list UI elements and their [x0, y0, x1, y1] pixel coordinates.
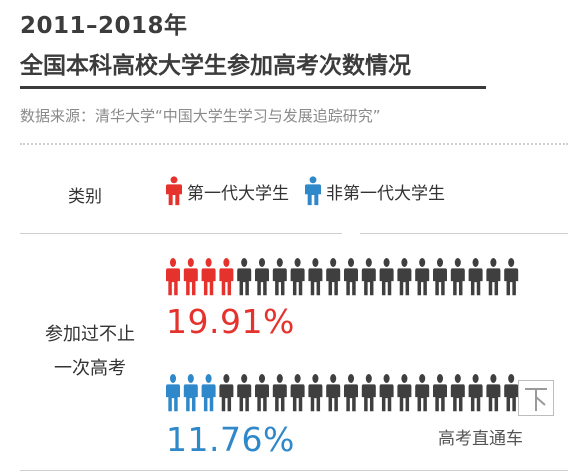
row-label-line2: 一次高考	[54, 358, 126, 379]
person-icon-highlighted	[183, 258, 198, 296]
person-icon-neutral	[308, 374, 323, 412]
person-icon-neutral	[379, 374, 394, 412]
person-icon-neutral	[468, 258, 483, 296]
person-icon-neutral	[290, 374, 305, 412]
person-icon-highlighted	[183, 374, 198, 412]
value-label-non-first-gen: 11.76%	[166, 420, 295, 459]
title-underline	[20, 86, 486, 89]
legend: 第一代大学生 非第一代大学生	[166, 174, 461, 208]
person-icon-neutral	[272, 374, 287, 412]
pictograph-row-non-first-gen	[166, 374, 519, 412]
dotted-divider	[20, 143, 568, 145]
watermark-text: 高考直通车	[438, 429, 523, 449]
person-icon-neutral	[255, 258, 269, 296]
person-icon-neutral	[415, 374, 430, 412]
data-source: 数据来源：清华大学“中国大学生学习与发展追踪研究”	[20, 107, 381, 125]
person-icon-neutral	[344, 258, 358, 296]
divider-right	[360, 233, 568, 234]
person-icon-neutral	[308, 258, 323, 296]
person-icon-neutral	[504, 374, 519, 412]
person-icon-highlighted	[166, 258, 180, 296]
person-icon-neutral	[468, 374, 483, 412]
person-icon-neutral	[433, 374, 447, 412]
person-icon-highlighted	[166, 374, 180, 412]
person-icon-neutral	[361, 258, 376, 296]
person-icon-neutral	[290, 258, 305, 296]
divider-left	[20, 233, 342, 234]
legend-item-first-gen: 第一代大学生	[166, 176, 289, 206]
person-icon-neutral	[450, 374, 465, 412]
row-label: 参加过不止 一次高考	[20, 318, 160, 386]
person-icon-highlighted	[201, 258, 216, 296]
legend-label-first-gen: 第一代大学生	[187, 183, 289, 204]
person-icon-neutral	[326, 258, 341, 296]
legend-label-non-first-gen: 非第一代大学生	[326, 183, 445, 204]
person-icon-neutral	[450, 258, 465, 296]
pictograph-row-first-gen	[166, 258, 519, 296]
chart-title: 全国本科高校大学生参加高考次数情况	[20, 53, 411, 79]
person-icon-blue	[305, 176, 321, 206]
person-icon-neutral	[361, 374, 376, 412]
person-icon-neutral	[326, 374, 341, 412]
person-icon-neutral	[379, 258, 394, 296]
legend-item-non-first-gen: 非第一代大学生	[305, 176, 445, 206]
person-icon-neutral	[344, 374, 358, 412]
person-icon-red	[166, 176, 182, 206]
person-icon-neutral	[486, 374, 501, 412]
person-icon-highlighted	[219, 258, 234, 296]
person-icon-neutral	[219, 374, 234, 412]
watermark-logo-icon	[518, 380, 554, 416]
person-icon-highlighted	[201, 374, 216, 412]
person-icon-neutral	[237, 258, 252, 296]
person-icon-neutral	[433, 258, 447, 296]
category-header: 类别	[68, 187, 102, 207]
person-icon-neutral	[237, 374, 252, 412]
person-icon-neutral	[397, 258, 412, 296]
person-icon-neutral	[415, 258, 430, 296]
person-icon-neutral	[272, 258, 287, 296]
value-label-first-gen: 19.91%	[166, 302, 295, 341]
bottom-divider	[20, 470, 568, 471]
row-label-line1: 参加过不止	[45, 324, 135, 345]
person-icon-neutral	[486, 258, 501, 296]
person-icon-neutral	[504, 258, 519, 296]
chart-title-year: 2011–2018年	[20, 13, 188, 39]
person-icon-neutral	[255, 374, 269, 412]
person-icon-neutral	[397, 374, 412, 412]
